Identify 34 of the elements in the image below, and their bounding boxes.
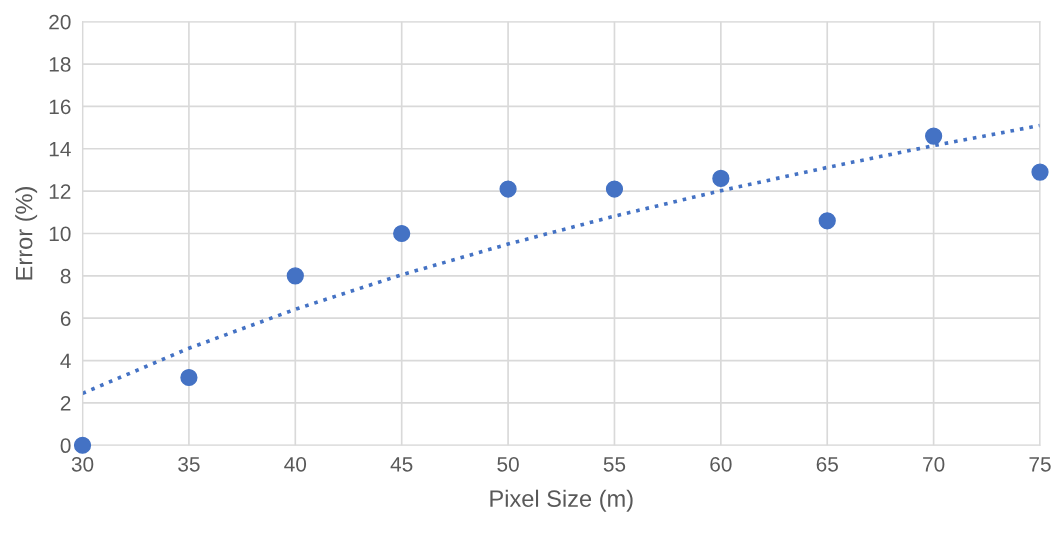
x-tick-label: 75 [1029, 457, 1051, 472]
y-tick-label: 0 [60, 438, 71, 454]
y-axis-title: Error (%) [15, 187, 38, 280]
line-series [82, 123, 1041, 396]
point [712, 169, 730, 188]
x-tick-label: 30 [71, 456, 94, 472]
point [818, 212, 836, 230]
y-tick-label: 18 [49, 57, 71, 72]
x-tick-label: 65 [816, 456, 838, 472]
point [499, 180, 517, 198]
x-tick-label: 50 [497, 456, 519, 472]
y-tick-label: 4 [60, 353, 71, 369]
x-tick-label: 45 [390, 457, 413, 472]
point [180, 368, 198, 387]
point [393, 224, 411, 243]
point [1031, 163, 1049, 181]
y-tick-label: 2 [60, 395, 71, 411]
x-tick-label: 35 [178, 456, 200, 472]
x-tick-label: 55 [603, 457, 626, 472]
point [73, 436, 92, 454]
x-tick-label: 70 [923, 456, 945, 472]
x-axis-title: Pixel Size (m) [490, 489, 633, 512]
y-tick-label: 12 [49, 184, 71, 199]
y-tick-label: 14 [49, 142, 71, 157]
point [925, 127, 943, 145]
x-tick-label: 40 [284, 456, 307, 472]
y-tick-label: 8 [60, 268, 71, 284]
point [605, 180, 624, 198]
x-tick-label: 60 [710, 456, 732, 472]
y-tick-label: 16 [49, 99, 71, 115]
y-tick-label: 6 [60, 311, 71, 326]
point [286, 267, 304, 285]
y-tick-label: 20 [49, 14, 71, 30]
y-tick-label: 10 [49, 226, 71, 242]
